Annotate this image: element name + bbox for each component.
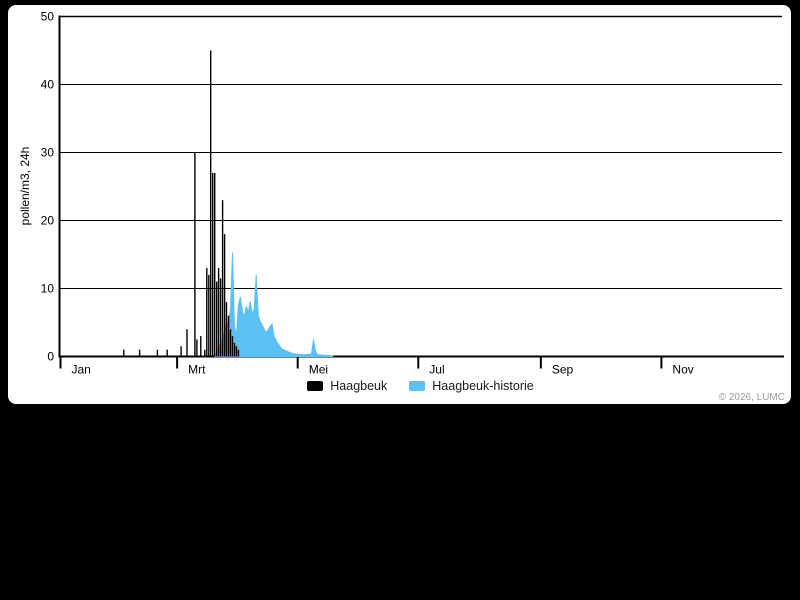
chart-panel: 0 10 20 30 40 50 Jan Mrt Mei Jul Sep Nov pollen/m3, … bbox=[8, 5, 791, 404]
x-tick-label: Nov bbox=[672, 363, 693, 377]
y-axis-title: pollen/m3, 24h bbox=[18, 147, 32, 226]
y-tick-label: 0 bbox=[47, 350, 54, 364]
x-tick-label: Mei bbox=[309, 363, 328, 377]
legend-item-haagbeuk: Haagbeuk bbox=[307, 379, 387, 393]
x-tick-label: Sep bbox=[552, 363, 574, 377]
x-tick-label: Mrt bbox=[188, 363, 206, 377]
legend-label-haagbeuk: Haagbeuk bbox=[330, 379, 388, 393]
pollen-chart: 0 10 20 30 40 50 Jan Mrt Mei Jul Sep Nov pollen/m3, … bbox=[18, 10, 784, 377]
x-tick-label: Jul bbox=[429, 363, 444, 377]
legend-item-haagbeuk-historie: Haagbeuk-historie bbox=[409, 379, 534, 393]
legend-swatch-haagbeuk bbox=[307, 381, 324, 391]
y-tick-label: 10 bbox=[41, 282, 55, 296]
chart-legend: Haagbeuk Haagbeuk-historie bbox=[59, 379, 782, 393]
y-tick-label: 50 bbox=[41, 10, 55, 24]
legend-swatch-haagbeuk-historie bbox=[409, 381, 426, 391]
legend-label-haagbeuk-historie: Haagbeuk-historie bbox=[432, 379, 534, 393]
y-tick-label: 30 bbox=[41, 146, 55, 160]
x-tick-label: Jan bbox=[72, 363, 91, 377]
area-series-haagbeuk-historie bbox=[213, 252, 334, 357]
y-tick-label: 40 bbox=[41, 78, 55, 92]
copyright-notice: © 2026, LUMC bbox=[718, 392, 785, 403]
y-tick-label: 20 bbox=[41, 214, 55, 228]
